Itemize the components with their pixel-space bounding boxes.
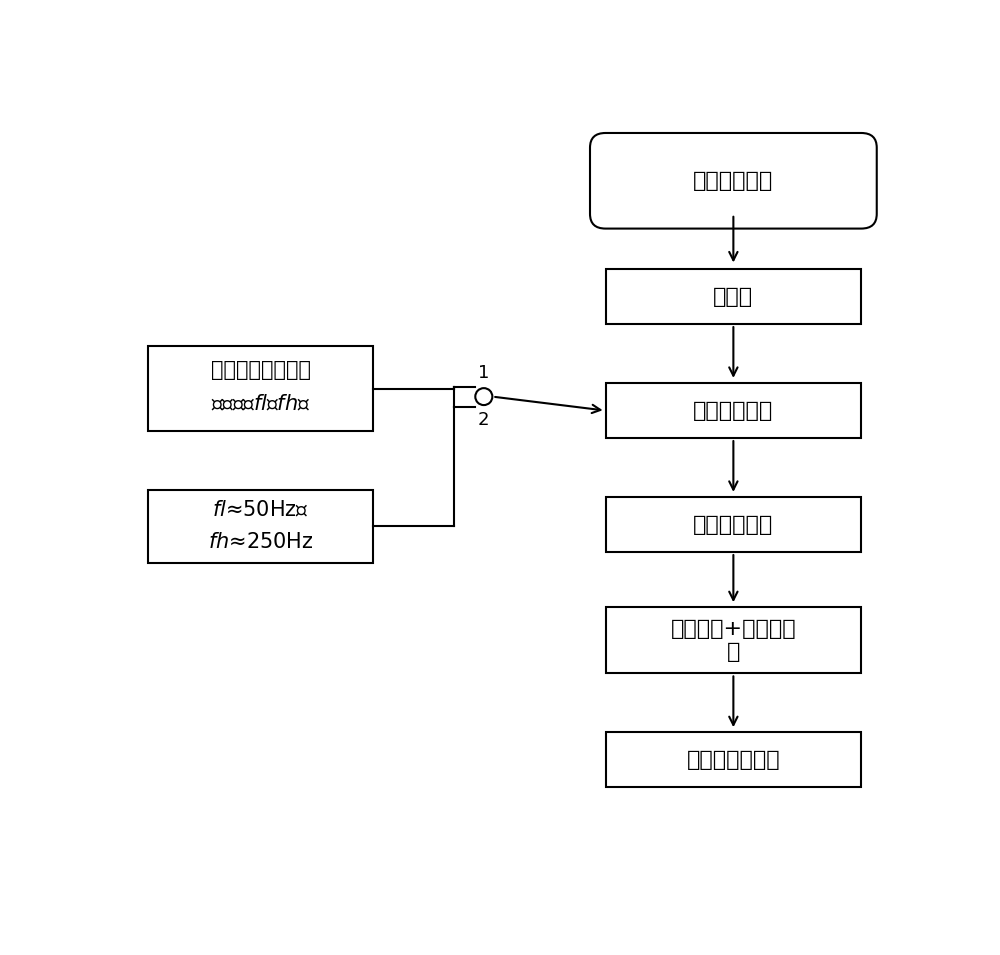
Ellipse shape xyxy=(475,388,492,405)
Text: 带通滤波器组: 带通滤波器组 xyxy=(693,400,774,420)
FancyBboxPatch shape xyxy=(148,490,373,563)
Text: $\mathit{fl}$≈50Hz，: $\mathit{fl}$≈50Hz， xyxy=(212,501,309,521)
Text: 1: 1 xyxy=(478,364,489,382)
Text: 2: 2 xyxy=(478,411,489,429)
Text: 半波整流+非线性压
缩: 半波整流+非线性压 缩 xyxy=(671,619,796,662)
FancyBboxPatch shape xyxy=(606,497,861,552)
FancyBboxPatch shape xyxy=(148,347,373,431)
Text: 声音信号采集: 声音信号采集 xyxy=(693,171,774,191)
Text: 慢变信息提取: 慢变信息提取 xyxy=(693,515,774,535)
FancyBboxPatch shape xyxy=(606,383,861,438)
Text: $\mathit{fh}$≈250Hz: $\mathit{fh}$≈250Hz xyxy=(208,532,313,552)
FancyBboxPatch shape xyxy=(606,269,861,324)
FancyBboxPatch shape xyxy=(590,133,877,228)
FancyBboxPatch shape xyxy=(606,607,861,673)
FancyBboxPatch shape xyxy=(606,732,861,788)
Text: 间隔采样式刺激: 间隔采样式刺激 xyxy=(687,750,780,770)
Text: 力测量（$\mathit{fl}$，$\mathit{fh}$）: 力测量（$\mathit{fl}$，$\mathit{fh}$） xyxy=(211,394,310,414)
Text: 预处理: 预处理 xyxy=(713,286,753,307)
Text: 单通道时域处理能: 单通道时域处理能 xyxy=(211,360,311,380)
